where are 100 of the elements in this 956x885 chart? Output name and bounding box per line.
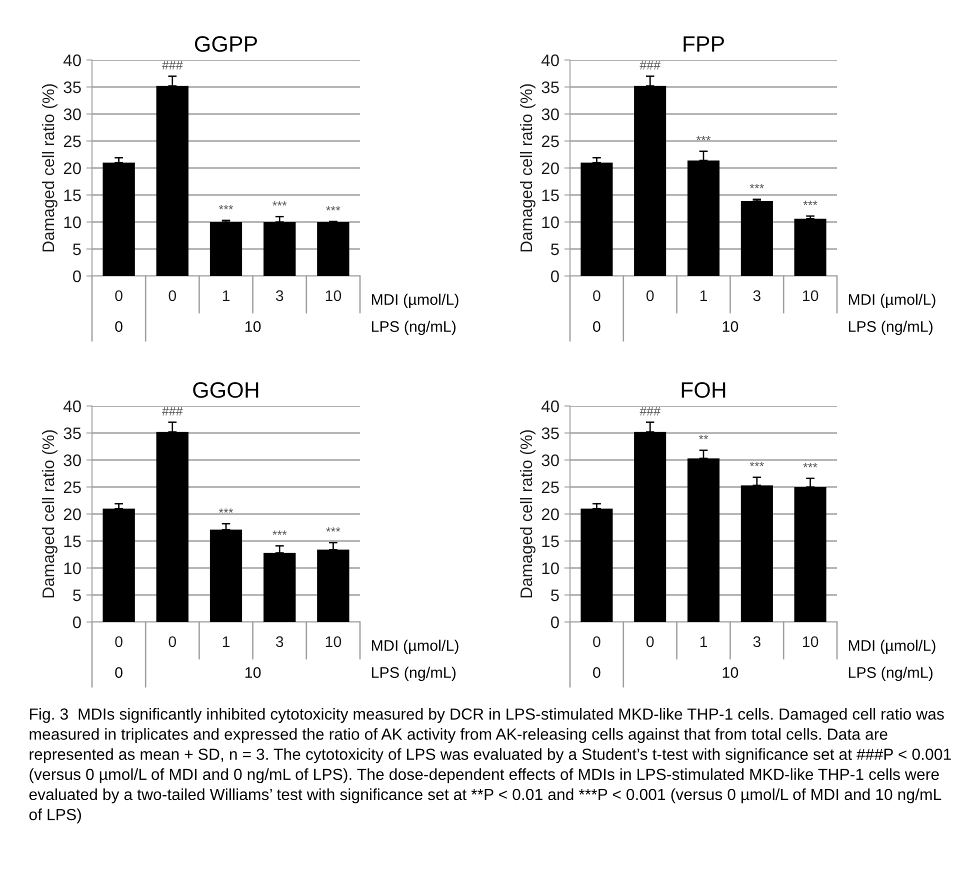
y-tick-label: 30 <box>542 108 559 120</box>
y-tick-label: 35 <box>542 81 559 94</box>
data-label: ** <box>698 434 708 440</box>
y-tick-label: 5 <box>72 590 81 602</box>
x-tick-label: 0 <box>168 636 176 648</box>
chart-title: GGOH <box>193 382 258 398</box>
y-tick-label: 10 <box>64 216 81 228</box>
y-tick-label: 5 <box>550 590 559 602</box>
chart-title: GGPP <box>195 36 257 52</box>
y-tick-label: 20 <box>64 162 81 174</box>
y-tick-label: 25 <box>542 481 559 494</box>
y-tick-label: 35 <box>64 81 81 94</box>
y-tick-label: 25 <box>542 135 559 148</box>
bar <box>102 508 135 622</box>
bar <box>794 218 826 276</box>
y-tick-label: 15 <box>542 536 559 548</box>
y-tick-label: 15 <box>64 536 81 548</box>
bar <box>580 162 613 276</box>
x-tick-label: 0 <box>593 636 600 648</box>
x-tick-label: 0 <box>646 290 654 302</box>
y-tick-label: 25 <box>64 481 81 494</box>
y-axis-title: Damaged cell ratio (%) <box>520 84 536 252</box>
y-tick-label: 35 <box>542 427 559 440</box>
y-tick-label: 30 <box>64 454 81 466</box>
x-tick-label: 0 <box>115 290 122 302</box>
data-label: *** <box>803 200 818 206</box>
y-tick-label: 0 <box>550 270 559 282</box>
data-label: *** <box>326 527 340 532</box>
bar <box>102 162 135 276</box>
x-tick-label: 0 <box>115 636 122 648</box>
y-tick-label: 40 <box>63 54 81 66</box>
y-axis-title: Damaged cell ratio (%) <box>42 84 58 252</box>
data-label: *** <box>218 508 234 513</box>
x-tick-label: 10 <box>326 636 342 648</box>
x-tick-label: 0 <box>593 290 600 302</box>
x-tick-label: 3 <box>276 290 284 302</box>
y-tick-label: 40 <box>63 400 81 412</box>
x-tick-label: 0 <box>168 290 176 302</box>
text: LPS (ng/mL) <box>372 666 456 681</box>
bar <box>740 200 773 276</box>
y-tick-label: 40 <box>541 54 559 66</box>
text: LPS (ng/mL) <box>848 320 932 335</box>
text: 0 <box>115 321 122 332</box>
data-label: *** <box>218 205 234 210</box>
text: 0 <box>115 667 122 678</box>
text: 0 <box>593 321 600 332</box>
x-tick-label: 10 <box>802 636 818 648</box>
x-tick-label: 1 <box>700 636 708 647</box>
x-tick-label: 1 <box>700 290 708 301</box>
x-tick-label: 1 <box>222 290 230 301</box>
data-label: *** <box>696 136 711 140</box>
data-label: *** <box>326 206 340 210</box>
y-tick-label: 0 <box>72 270 81 282</box>
y-tick-label: 20 <box>542 162 559 174</box>
bar <box>580 508 613 622</box>
y-tick-label: 30 <box>64 108 81 120</box>
y-tick-label: 10 <box>542 216 559 228</box>
text: 10 <box>245 667 261 678</box>
chart-title: FPP <box>684 36 724 52</box>
x-tick-label: 3 <box>276 636 284 648</box>
x-axis-title: MDI (µmol/L) <box>372 640 458 654</box>
data-label: *** <box>750 184 764 188</box>
x-axis-title: MDI (µmol/L) <box>848 294 936 308</box>
bar <box>210 222 242 276</box>
text: 0 <box>593 667 600 678</box>
x-tick-label: 1 <box>222 636 230 647</box>
data-label: *** <box>272 201 287 206</box>
y-axis-title: Damaged cell ratio (%) <box>520 430 536 598</box>
caption: Fig. 3 MDIs significantly inhibited cytotoxicity measured by DCR in LPS-stimulated MKD-like THP-1 cells. Damaged cell ratio was measured in triplicates and expressed the ratio of AK activity from AK-releasing cells against that from total cells. Data are represented as mean + SD, n = 3. The cytotoxicity of LPS was evaluated by a Student’s t-test with significance set at ###P < 0.001 (versus 0 µmol/L of MDI and 0 ng/mL of LPS). The dose-dependent effects of MDIs in LPS-stimulated MKD-like THP-1 cells were evaluated by a two-tailed Williams’ test with significance set at **P < 0.01 and ***P < 0.001 (versus 0 µmol/L of MDI and 10 ng/mL of LPS) <box>29 708 951 824</box>
y-tick-label: 40 <box>541 400 559 412</box>
x-tick-label: 10 <box>802 290 818 302</box>
y-tick-label: 5 <box>72 244 81 256</box>
y-axis-title: Damaged cell ratio (%) <box>42 430 58 598</box>
x-axis-title: MDI (µmol/L) <box>848 640 936 654</box>
bar <box>317 222 350 276</box>
data-label: ### <box>162 406 183 416</box>
y-tick-label: 10 <box>542 562 559 574</box>
y-tick-label: 0 <box>72 616 81 628</box>
data-label: ### <box>640 60 660 70</box>
chart-title: FOH <box>682 382 726 398</box>
y-tick-label: 5 <box>550 244 559 256</box>
data-label: ### <box>162 60 183 70</box>
x-tick-label: 10 <box>326 290 342 302</box>
y-tick-label: 20 <box>64 508 81 520</box>
y-tick-label: 35 <box>64 427 81 440</box>
y-tick-label: 25 <box>64 135 81 148</box>
data-label: *** <box>750 462 764 466</box>
text: LPS (ng/mL) <box>848 666 932 681</box>
y-tick-label: 30 <box>542 454 559 466</box>
text: 10 <box>722 321 738 332</box>
x-tick-label: 3 <box>753 636 760 648</box>
data-label: *** <box>803 463 818 468</box>
x-tick-label: 3 <box>753 290 760 302</box>
text: 10 <box>722 667 738 678</box>
x-tick-label: 0 <box>646 636 654 648</box>
text: 10 <box>245 321 261 332</box>
y-tick-label: 20 <box>542 508 559 520</box>
data-label: ### <box>640 406 660 416</box>
y-tick-label: 15 <box>64 190 81 202</box>
data-label: *** <box>272 530 287 535</box>
